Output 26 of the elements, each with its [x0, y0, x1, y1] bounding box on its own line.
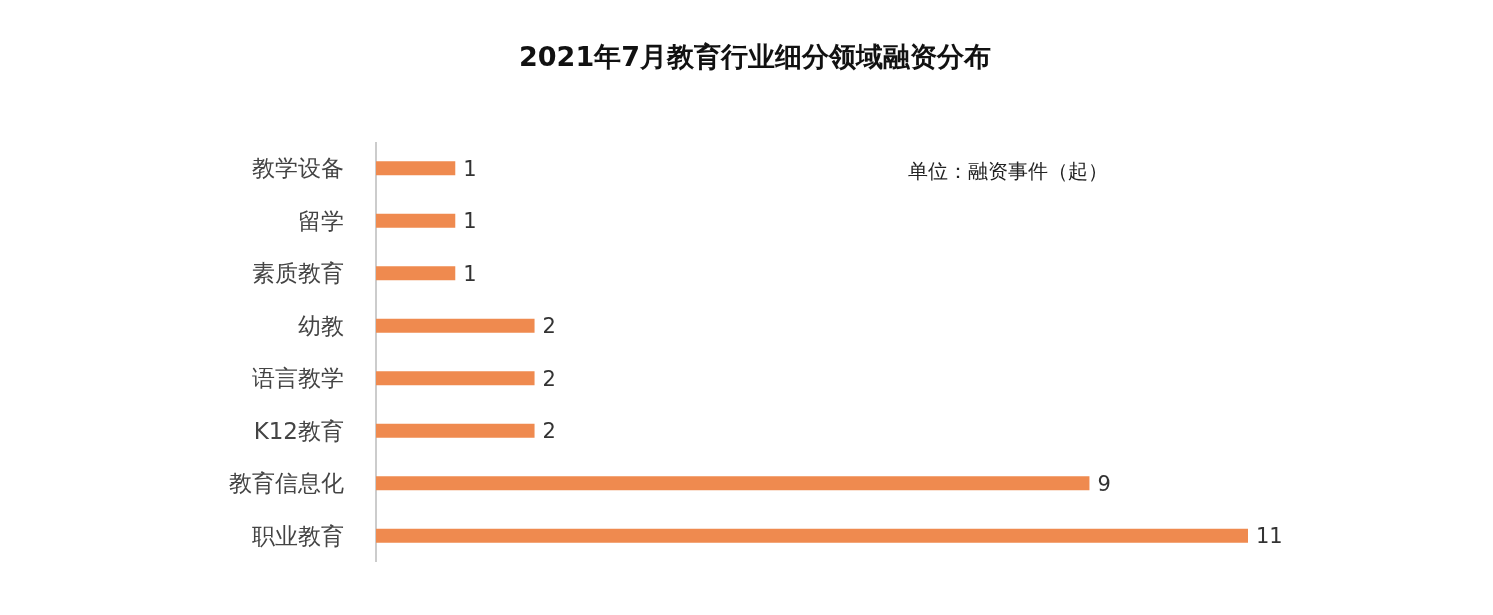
- y-tick-label: 教育信息化: [229, 470, 344, 497]
- y-tick-label: 教学设备: [252, 155, 344, 182]
- chart-title: 2021年7月教育行业细分领域融资分布: [519, 41, 991, 72]
- y-tick-label: 语言教学: [252, 365, 344, 392]
- y-tick-label: 幼教: [298, 312, 344, 339]
- data-label: 2: [542, 419, 556, 444]
- bar: [376, 528, 1248, 543]
- bar: [376, 161, 456, 176]
- y-tick-label: 职业教育: [252, 522, 344, 549]
- data-label: 2: [542, 314, 556, 339]
- data-label: 1: [463, 209, 477, 234]
- bar: [376, 266, 456, 281]
- data-label: 9: [1097, 471, 1111, 496]
- y-tick-label: 留学: [298, 207, 344, 234]
- y-tick-label: K12教育: [253, 417, 344, 444]
- bar: [376, 318, 535, 333]
- bar: [376, 213, 456, 228]
- annotation: 单位：融资事件（起）: [908, 159, 1108, 183]
- bar: [376, 371, 535, 386]
- data-label: 1: [463, 261, 477, 286]
- bar: [376, 476, 1090, 491]
- data-label: 2: [542, 366, 556, 391]
- y-tick-label: 素质教育: [252, 260, 344, 287]
- bar: [376, 423, 535, 438]
- data-label: 1: [463, 156, 477, 181]
- data-label: 11: [1256, 524, 1283, 549]
